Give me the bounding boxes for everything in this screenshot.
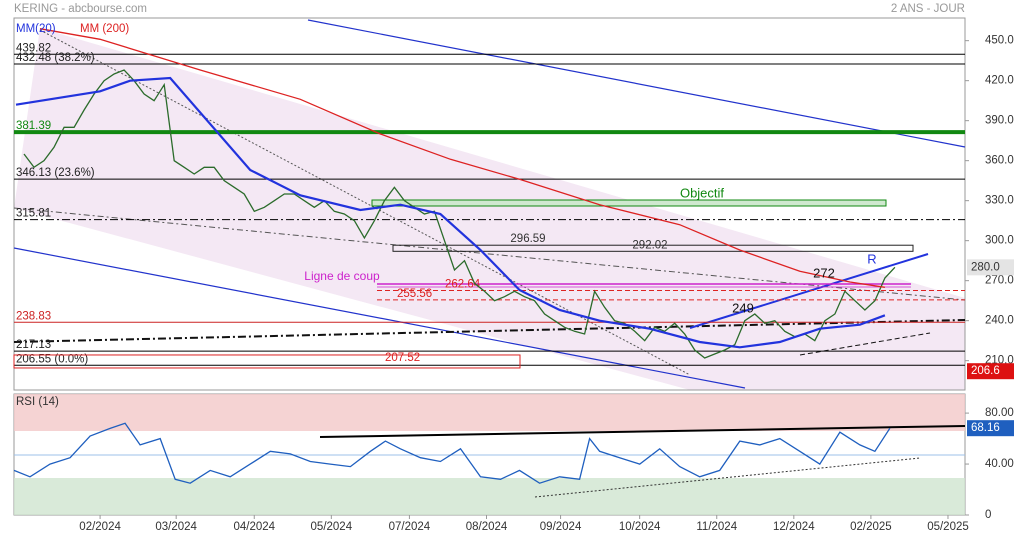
rsi-oversold-zone bbox=[14, 478, 965, 515]
x-tick-label: 11/2024 bbox=[696, 521, 737, 533]
y-tick-label: 300.0 bbox=[985, 235, 1014, 247]
low-tag-label: 206.6 bbox=[971, 365, 1000, 377]
level-label: 432.48 (38.2%) bbox=[16, 52, 95, 64]
annotation: 249 bbox=[732, 300, 754, 315]
y-tick-label: 330.0 bbox=[985, 195, 1014, 207]
chart-title: KERING - abcbourse.com bbox=[14, 3, 147, 15]
x-tick-label: 08/2024 bbox=[466, 521, 508, 533]
price-tag-label: 280.0 bbox=[971, 261, 1000, 273]
level-label: 206.55 (0.0%) bbox=[16, 353, 88, 365]
trend-line bbox=[307, 19, 966, 148]
zone-label: 296.59 bbox=[510, 233, 545, 245]
x-tick-label: 05/2025 bbox=[927, 521, 969, 533]
y-tick-label: 240.0 bbox=[985, 315, 1014, 327]
level-label: 439.82 bbox=[16, 42, 51, 54]
trend-line bbox=[13, 247, 746, 389]
series-line bbox=[23, 69, 896, 359]
level-label: 346.13 (23.6%) bbox=[16, 167, 95, 179]
y-tick-label: 270.0 bbox=[985, 275, 1014, 287]
rsi-overbought-zone bbox=[14, 394, 965, 431]
channel-fill bbox=[14, 28, 965, 390]
rsi-tag bbox=[967, 420, 1014, 437]
legend-entry: MM (200) bbox=[80, 23, 129, 35]
trend-line bbox=[13, 319, 966, 343]
y-tick-label: 80.00 bbox=[985, 407, 1014, 419]
trend-line bbox=[39, 29, 691, 376]
x-tick-label: 07/2024 bbox=[389, 521, 431, 533]
price-pane bbox=[13, 17, 966, 391]
y-tick-label: 390.0 bbox=[985, 115, 1014, 127]
rsi-title: RSI (14) bbox=[16, 396, 59, 408]
trend-line bbox=[799, 332, 931, 356]
x-tick-label: 12/2024 bbox=[773, 521, 815, 533]
level-label: 262.64 bbox=[445, 279, 481, 291]
level-label: 255.56 bbox=[397, 288, 432, 300]
y-tick-label: 450.0 bbox=[985, 35, 1014, 47]
annotation: 272 bbox=[813, 265, 835, 280]
x-tick-label: 09/2024 bbox=[540, 521, 582, 533]
x-tick-label: 04/2024 bbox=[233, 521, 275, 533]
price-tag bbox=[967, 259, 1014, 276]
objective-box bbox=[371, 199, 887, 207]
level-label: 207.52 bbox=[385, 352, 420, 364]
level-label: 315.81 bbox=[16, 208, 51, 220]
annotation: R bbox=[867, 251, 876, 266]
series-line bbox=[15, 76, 886, 349]
zone-box bbox=[392, 244, 914, 252]
level-label: 381.39 bbox=[16, 120, 51, 132]
series-line bbox=[13, 422, 891, 484]
level-label: 217.13 bbox=[16, 339, 51, 351]
level-box bbox=[13, 354, 521, 369]
level-label: 238.83 bbox=[16, 310, 51, 322]
trend-line bbox=[13, 207, 966, 301]
annotation: Objectif bbox=[680, 185, 724, 200]
rsi-trend-line bbox=[319, 425, 966, 438]
zone-label: 292.02 bbox=[632, 239, 667, 251]
chart-subtitle: 2 ANS - JOUR bbox=[891, 3, 965, 15]
annotation: Ligne de coup bbox=[304, 269, 380, 283]
legend-entry: MM(20) bbox=[16, 23, 56, 35]
x-tick-label: 02/2024 bbox=[79, 521, 121, 533]
y-tick-label: 420.0 bbox=[985, 75, 1014, 87]
y-tick-label: 40.00 bbox=[985, 458, 1014, 470]
series-line bbox=[39, 28, 885, 288]
y-tick-label: 0 bbox=[985, 509, 991, 521]
rsi-trend-line bbox=[534, 457, 921, 498]
x-tick-label: 02/2025 bbox=[850, 521, 892, 533]
x-tick-label: 10/2024 bbox=[619, 521, 661, 533]
x-tick-label: 03/2024 bbox=[155, 521, 197, 533]
resistance-line bbox=[689, 253, 929, 329]
x-tick-label: 05/2024 bbox=[311, 521, 353, 533]
y-tick-label: 360.0 bbox=[985, 155, 1014, 167]
low-tag bbox=[967, 363, 1014, 380]
rsi-tag-label: 68.16 bbox=[971, 422, 1000, 434]
